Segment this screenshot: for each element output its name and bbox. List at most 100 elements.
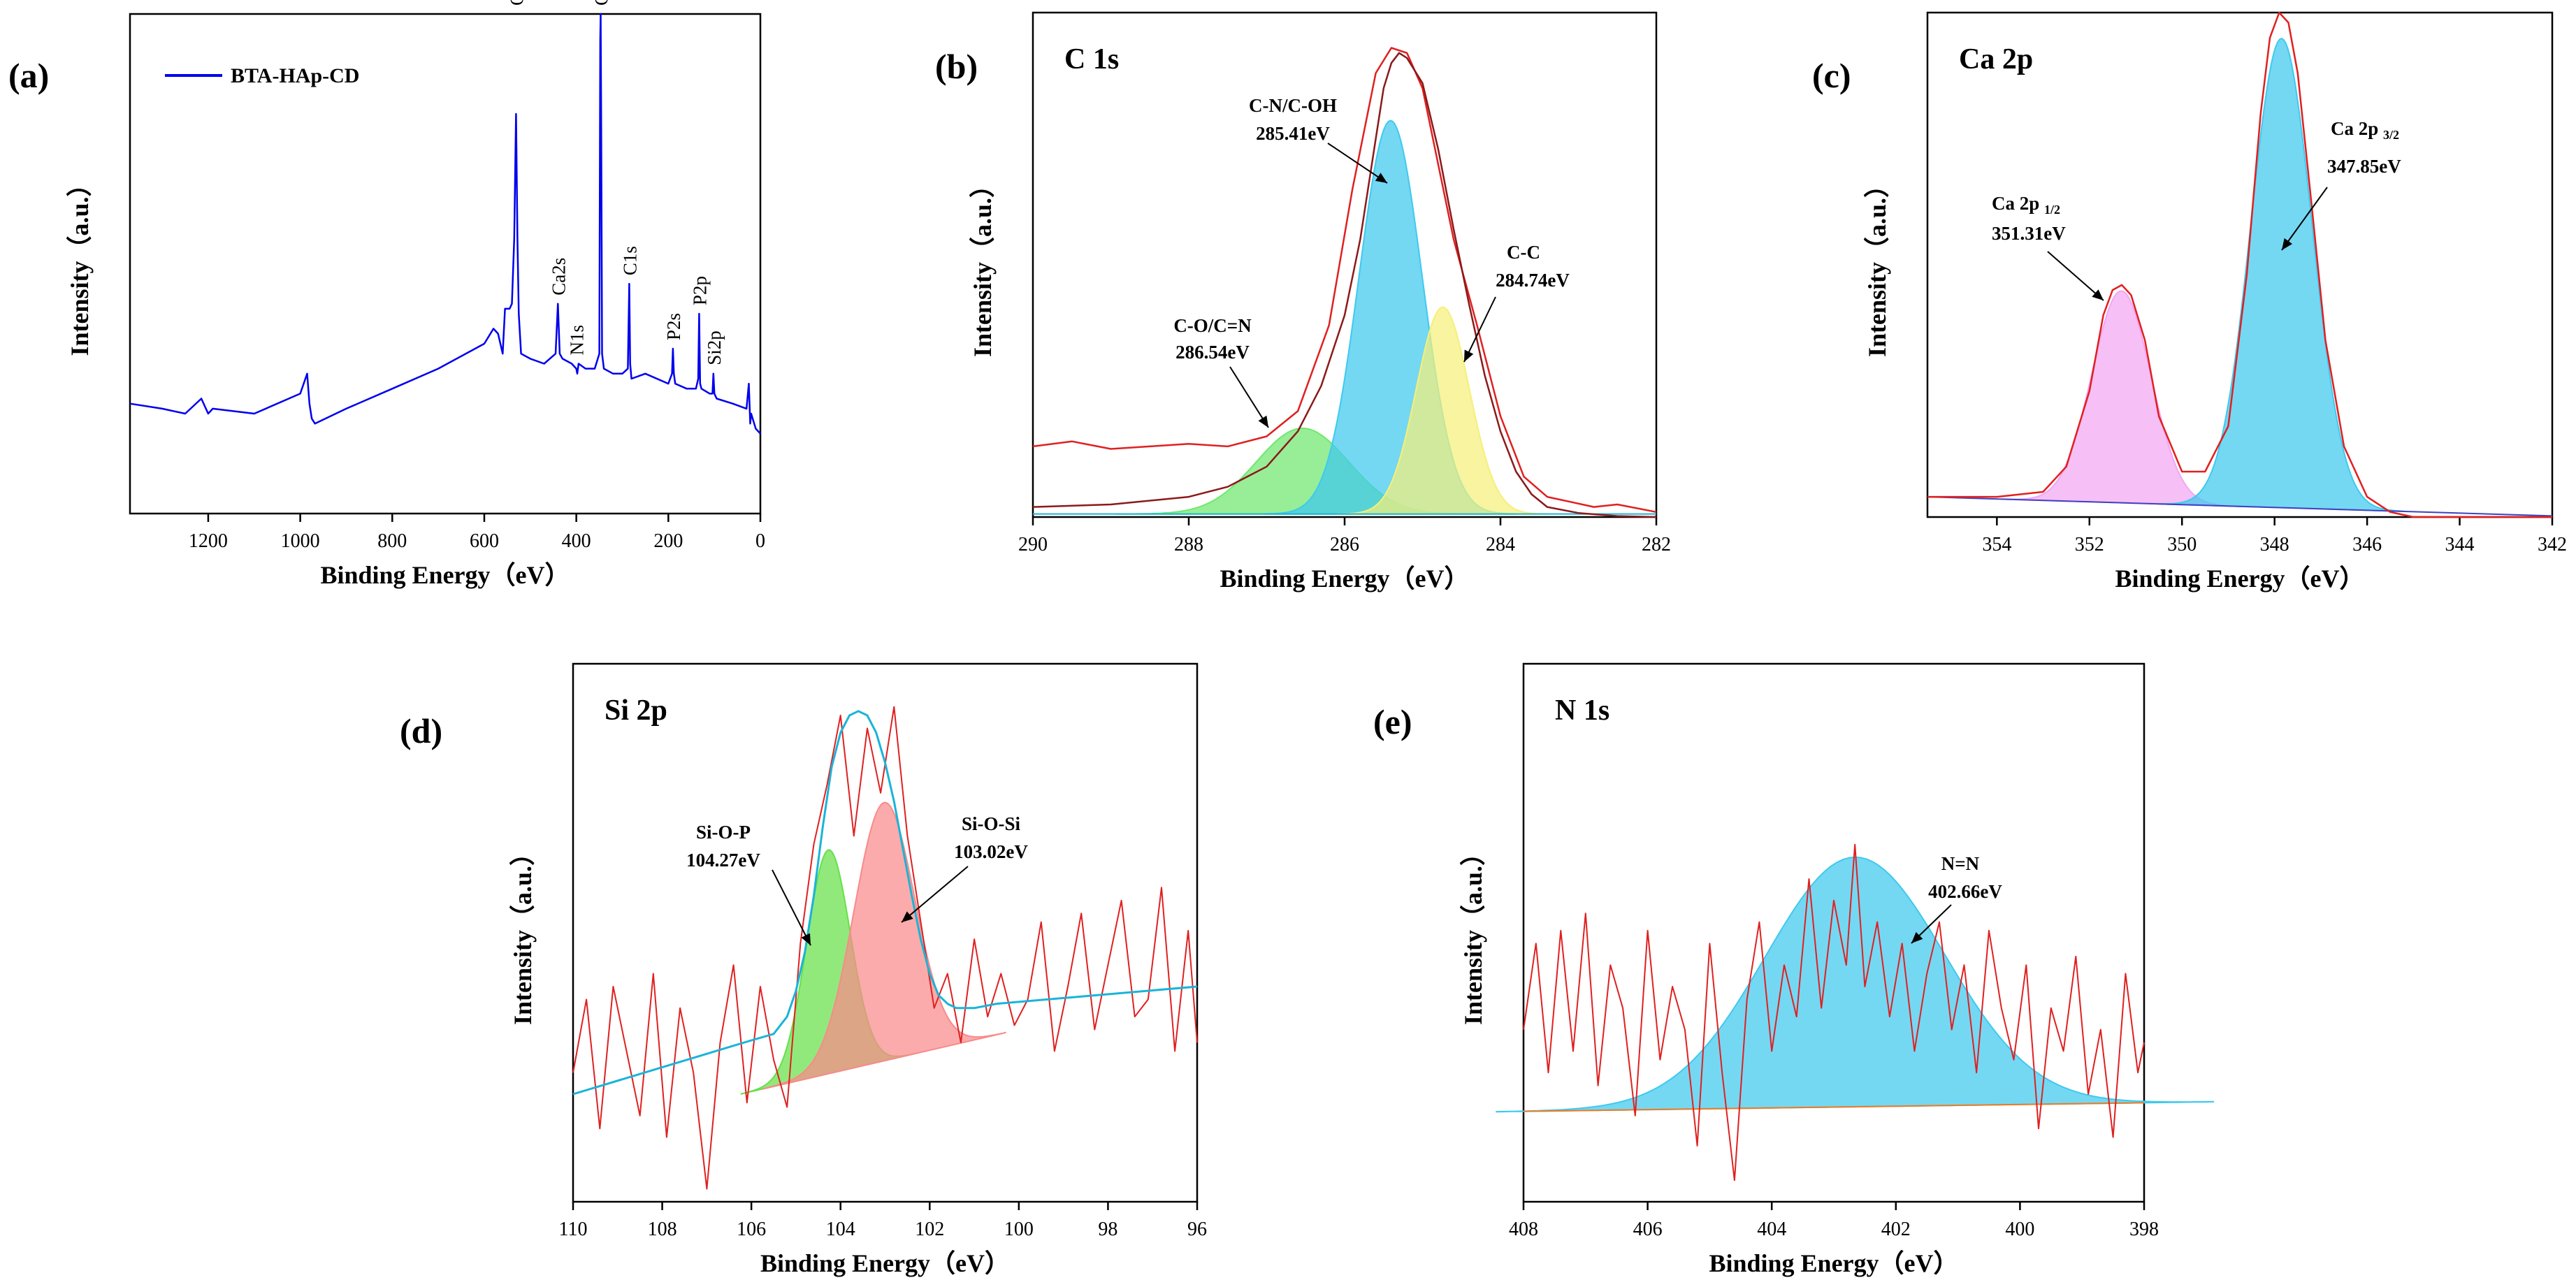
raw-spectrum-line [1523, 843, 2145, 1181]
raw-spectrum-line [1032, 47, 1657, 514]
chart-title: Si 2p [605, 695, 667, 727]
x-tick-label: 400 [562, 530, 591, 552]
peak-label: Si2p [704, 330, 725, 365]
y-axis-label: Intensity（a.u.） [1863, 173, 1891, 357]
plot-frame [129, 13, 762, 515]
x-tick-label: 290 [1018, 534, 1048, 555]
x-tick-label: 800 [377, 530, 407, 552]
x-tick-label: 200 [653, 530, 683, 552]
annotation-arrow [1463, 296, 1496, 363]
x-tick-label: 346 [2352, 534, 2382, 555]
plot-b: 290 288 286 284 282 Binding Energy（eV） Intensi… [969, 11, 1671, 592]
annotation-value: 103.02eV [954, 841, 1028, 862]
plot-frame [1522, 662, 2146, 1203]
annotation-label: Ca 2p 3/2 [2331, 118, 2399, 142]
x-tick-label: 100 [1004, 1219, 1034, 1240]
annotation-arrowhead [2282, 238, 2293, 250]
x-tick-label: 106 [737, 1219, 766, 1240]
peak-label: C1s [619, 246, 640, 275]
annotation-arrowhead [801, 933, 811, 945]
x-tick-label: 0 [755, 530, 765, 552]
plot-c: 354 352 350 348 346 344 342 Binding Energy（eV） I… [1863, 11, 2567, 592]
annotation-label: C-N/C-OH [1249, 95, 1337, 116]
survey-spectrum-line [129, 13, 761, 435]
envelope-line [1032, 52, 1657, 518]
panel-letter-b: (b) [935, 47, 978, 86]
panel-e: (e) 408 406 404 402 400 398 Binding Energy（eV）… [1373, 662, 2215, 1277]
x-axis-label: Binding Energy（eV） [760, 1249, 1010, 1277]
envelope-line [572, 710, 1198, 1096]
peak-area-ca [2159, 37, 2404, 512]
annotation-value: 284.74eV [1496, 270, 1570, 291]
x-axis-label: Binding Energy（eV） [320, 561, 570, 589]
panel-letter-e: (e) [1373, 702, 1412, 741]
x-axis-label: Binding Energy（eV） [1220, 565, 1469, 592]
x-tick-label: 288 [1174, 534, 1203, 555]
x-tick-label: 96 [1187, 1219, 1207, 1240]
plot-frame [572, 662, 1199, 1203]
x-tick-label: 398 [2129, 1219, 2159, 1240]
annotation-label: C-O/C=N [1173, 315, 1252, 336]
annotation-arrowhead [1258, 415, 1268, 428]
x-tick-label: 104 [826, 1219, 855, 1240]
x-tick-label: 354 [1982, 534, 2011, 555]
x-tick-label: 350 [2167, 534, 2197, 555]
annotation-label: C-C [1507, 242, 1540, 263]
x-tick-label: 400 [2005, 1219, 2034, 1240]
x-tick-label: 342 [2538, 534, 2567, 555]
x-tick-label: 600 [470, 530, 499, 552]
annotation-label: Ca 2p 1/2 [1992, 193, 2060, 217]
x-tick-label: 98 [1098, 1219, 1117, 1240]
annotation-value: 351.31eV [1992, 223, 2066, 244]
panel-c: (c) 354 352 350 348 346 344 342 Binding Energy（… [1812, 11, 2567, 592]
plot-frame [1926, 11, 2554, 518]
chart-title: Ca 2p [1959, 43, 2033, 75]
annotation-value: 104.27eV [686, 850, 760, 871]
x-tick-label: 1200 [189, 530, 228, 552]
x-tick-label: 352 [2075, 534, 2104, 555]
x-tick-label: 344 [2445, 534, 2475, 555]
panel-letter-c: (c) [1812, 56, 1851, 95]
legend-label-a: BTA-HAp-CD [231, 64, 359, 87]
x-tick-label: 282 [1642, 534, 1671, 555]
peak-area-ca [2002, 290, 2241, 507]
annotation-subscript: 3/2 [2383, 128, 2399, 142]
x-tick-label: 408 [1509, 1219, 1538, 1240]
annotation-arrow [2047, 251, 2104, 301]
y-axis-label: Intensity（a.u.） [509, 841, 537, 1025]
x-axis-label: Binding Energy（eV） [2115, 565, 2364, 592]
annotation-value: 286.54eV [1175, 342, 1250, 363]
plot-e: 408 406 404 402 400 398 Binding Energy（eV） Inte… [1459, 662, 2215, 1277]
panel-letter-a: (a) [8, 56, 49, 95]
plot-a: 1200 1000 800 600 400 200 0 Binding Energy（eV） I… [66, 0, 765, 589]
annotation-arrow [1229, 366, 1269, 428]
x-tick-label: 348 [2260, 534, 2289, 555]
annotation-label: Si-O-P [696, 822, 751, 843]
annotation-arrowhead [1911, 931, 1923, 943]
panel-d: (d) 110 108 106 104 102 100 98 96 Binding Energy… [400, 662, 1207, 1277]
annotation-value: 347.85eV [2327, 156, 2401, 177]
y-axis-label: Intensity（a.u.） [969, 173, 997, 357]
annotation-label: Si-O-Si [962, 813, 1021, 834]
x-tick-label: 402 [1881, 1219, 1911, 1240]
annotation-arrowhead [1375, 173, 1387, 183]
x-tick-label: 102 [915, 1219, 944, 1240]
chart-title: N 1s [1555, 695, 1609, 727]
annotation-arrow [2281, 187, 2328, 251]
x-tick-label: 286 [1330, 534, 1359, 555]
y-axis-label: Intensity（a.u.） [1459, 841, 1487, 1025]
annotation-subscript: 1/2 [2044, 203, 2060, 217]
annotation-value: 285.41eV [1256, 123, 1330, 144]
annotation-value: 402.66eV [1928, 881, 2002, 902]
chart-title: C 1s [1064, 43, 1119, 75]
peak-label: Ca2s [548, 258, 569, 296]
baseline-line [1927, 496, 2553, 517]
panel-a: (a) 1200 1000 800 600 400 200 0 Binding Energy（… [8, 0, 765, 589]
annotation-arrow [901, 866, 969, 923]
annotation-arrowhead [902, 911, 913, 922]
plot-d: 110 108 106 104 102 100 98 96 Binding Energy（eV）… [509, 662, 1207, 1277]
annotation-arrowhead [1464, 349, 1474, 362]
raw-spectrum-line [1927, 11, 2552, 518]
